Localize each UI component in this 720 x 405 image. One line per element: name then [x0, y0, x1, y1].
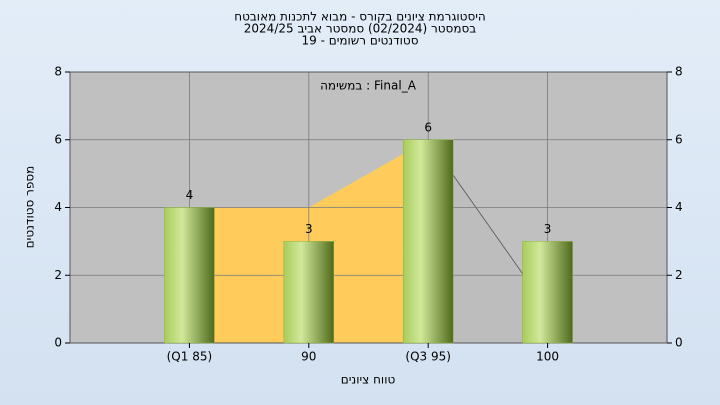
y-axis-label: מספר סטודנטים	[23, 166, 37, 249]
y-tick-label: 0	[54, 336, 62, 350]
y-tick-label: 2	[54, 268, 62, 282]
chart-title: בסמסטר (02/2024) סמסטר אביב 2024/25	[244, 22, 476, 36]
bar	[164, 207, 215, 344]
x-tick-label: 90	[301, 350, 316, 364]
y2-tick-label: 4	[675, 200, 683, 214]
y-tick-label: 8	[54, 65, 62, 79]
y2-tick-label: 2	[675, 268, 683, 282]
chart-title: היסטוגרמת ציונים בקורס - מבוא לתכנות מאו…	[234, 10, 486, 24]
y2-tick-label: 0	[675, 336, 683, 350]
chart-title: סטודנטים רשומים - 19	[301, 34, 418, 48]
bar-value-label: 3	[544, 222, 552, 236]
x-tick-label: (Q1 85)	[167, 350, 213, 364]
bar	[402, 139, 454, 344]
bar	[283, 241, 335, 344]
bar	[522, 241, 573, 344]
area-segment	[428, 139, 548, 343]
x-axis-label: טווח ציונים	[341, 373, 396, 387]
y2-tick-label: 6	[675, 132, 683, 146]
y-tick-label: 4	[54, 200, 62, 214]
bar-value-label: 6	[424, 120, 432, 134]
annotation: במשימה : Final_A	[320, 79, 417, 93]
bar-value-label: 4	[186, 188, 194, 202]
y-tick-label: 6	[54, 132, 62, 146]
x-tick-label: 100	[536, 350, 559, 364]
bar-value-label: 3	[305, 222, 313, 236]
x-tick-label: (Q3 95)	[405, 350, 451, 364]
y2-tick-label: 8	[675, 65, 683, 79]
area-segment	[308, 139, 429, 343]
